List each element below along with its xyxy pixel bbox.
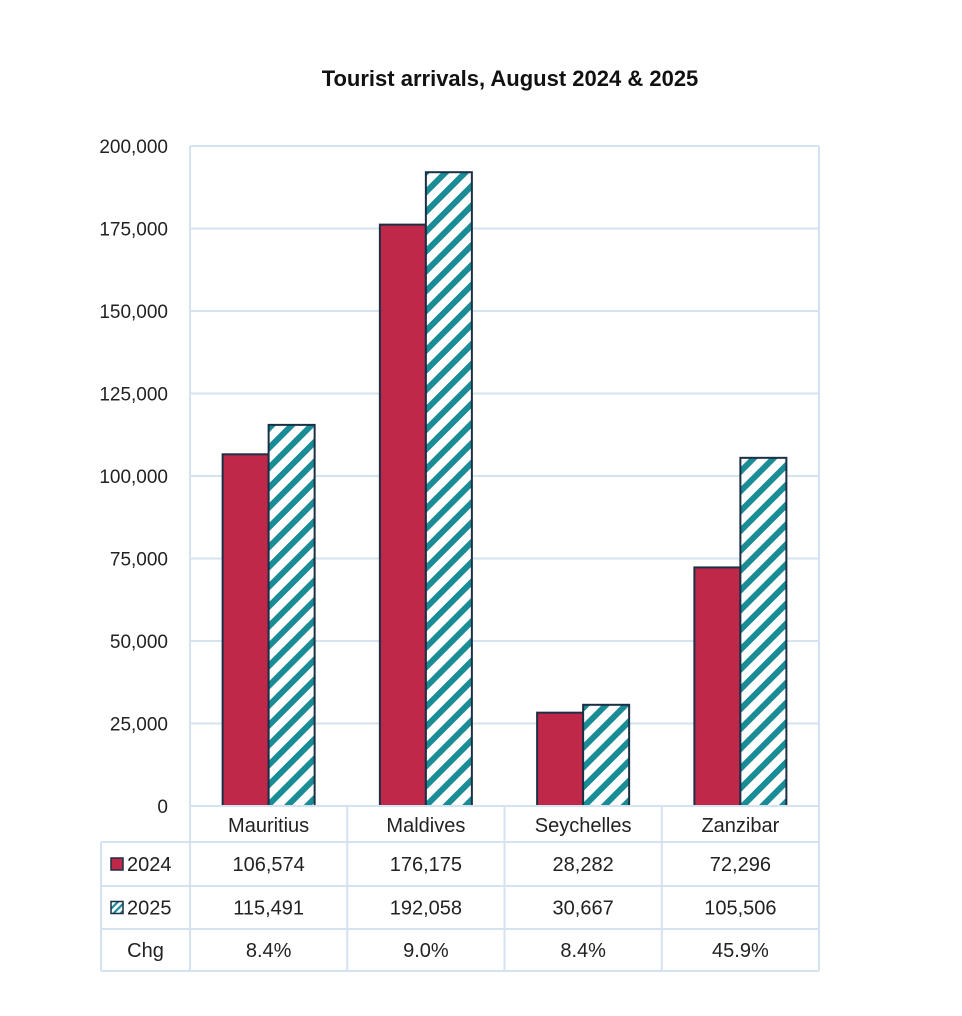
y-tick-label: 100,000 xyxy=(99,467,168,488)
y-tick-label: 200,000 xyxy=(99,137,168,158)
data-label: 8.4% xyxy=(246,940,292,962)
y-tick-label: 75,000 xyxy=(110,550,168,571)
chart-title: Tourist arrivals, August 2024 & 2025 xyxy=(321,66,699,91)
bars xyxy=(221,171,788,808)
data-label: 192,058 xyxy=(390,898,462,920)
legend-key-2024 xyxy=(110,857,124,871)
y-tick-label: 50,000 xyxy=(110,632,168,653)
y-tick-label: 0 xyxy=(157,797,168,818)
data-label: 176,175 xyxy=(390,854,462,876)
data-label: 106,574 xyxy=(232,854,304,876)
bar-2024-mauritius xyxy=(221,453,270,807)
data-label: 30,667 xyxy=(553,898,614,920)
bar-2024-zanzibar xyxy=(693,566,742,808)
data-label: 105,506 xyxy=(704,898,776,920)
bar-2024-seychelles xyxy=(536,711,585,807)
legend-key-2025 xyxy=(110,900,124,915)
bar-2025-seychelles xyxy=(582,703,631,807)
y-axis-ticks: 0 25,000 50,000 75,000 100,000 125,000 150,000… xyxy=(99,137,168,818)
row-label: 2025 xyxy=(127,898,172,920)
row-label: Chg xyxy=(127,940,164,962)
data-label: 72,296 xyxy=(710,854,771,876)
bar-2025-mauritius xyxy=(267,423,316,807)
bar-2025-maldives xyxy=(424,171,473,807)
data-label: 45.9% xyxy=(712,940,769,962)
data-label: 8.4% xyxy=(560,940,606,962)
x-tick-label: Mauritius xyxy=(228,815,309,837)
x-tick-label: Seychelles xyxy=(535,815,632,837)
x-tick-label: Zanzibar xyxy=(701,815,779,837)
row-label: 2024 xyxy=(127,854,172,876)
data-table: Mauritius Maldives Seychelles Zanzibar 2024 1… xyxy=(100,805,820,972)
bar-2025-zanzibar xyxy=(739,456,788,807)
y-tick-label: 25,000 xyxy=(110,715,168,736)
data-label: 28,282 xyxy=(553,854,614,876)
x-tick-label: Maldives xyxy=(386,815,465,837)
y-tick-label: 150,000 xyxy=(99,302,168,323)
y-tick-label: 175,000 xyxy=(99,220,168,241)
data-label: 9.0% xyxy=(403,940,449,962)
bar-2024-maldives xyxy=(378,223,427,807)
data-label: 115,491 xyxy=(233,898,304,920)
y-tick-label: 125,000 xyxy=(99,385,168,406)
